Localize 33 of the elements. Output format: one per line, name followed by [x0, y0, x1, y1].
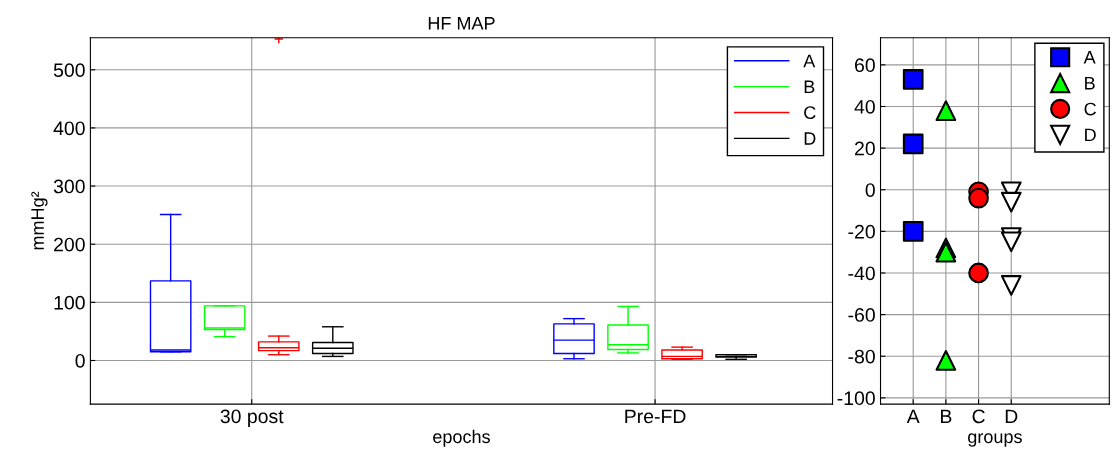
legend-label: B	[804, 80, 815, 93]
y-tick-label: 200	[54, 237, 85, 252]
y-tick-label: 20	[855, 141, 875, 156]
y-tick-label: -100	[837, 391, 875, 406]
x-tick-label: C	[972, 409, 985, 424]
y-tick-label: 500	[53, 63, 85, 78]
y-tick-label: -60	[848, 308, 875, 322]
x-tick-label: Pre-FD	[625, 409, 686, 424]
x-tick-label: A	[906, 409, 920, 424]
y-tick-label: 0	[865, 183, 875, 197]
legend-label: D	[804, 132, 816, 145]
y-tick-label: 100	[54, 295, 85, 310]
legend-label: D	[1085, 128, 1096, 142]
chart-title: HF MAP	[428, 17, 495, 30]
legend-label: A	[803, 54, 816, 68]
legend-label: B	[1085, 76, 1095, 90]
y-tick-label: -20	[848, 224, 875, 239]
y-axis-title: mmHg²	[31, 191, 48, 250]
y-tick-label: 400	[53, 121, 85, 136]
legend-label: C	[1084, 102, 1096, 116]
y-tick-label: 40	[854, 99, 875, 114]
x-axis-title: epochs	[433, 429, 490, 447]
y-tick-label: -80	[848, 349, 875, 364]
x-tick-label: 30 post	[220, 409, 284, 428]
x-tick-label: B	[941, 409, 952, 424]
x-tick-label: D	[1005, 409, 1018, 424]
legend-label: A	[1083, 51, 1096, 64]
y-tick-label: 60	[855, 58, 875, 73]
x-axis-title: groups	[968, 433, 1022, 447]
legend-label: C	[804, 106, 816, 120]
y-tick-label: -40	[848, 266, 875, 281]
y-tick-label: 0	[75, 353, 85, 368]
y-tick-label: 300	[53, 179, 85, 194]
